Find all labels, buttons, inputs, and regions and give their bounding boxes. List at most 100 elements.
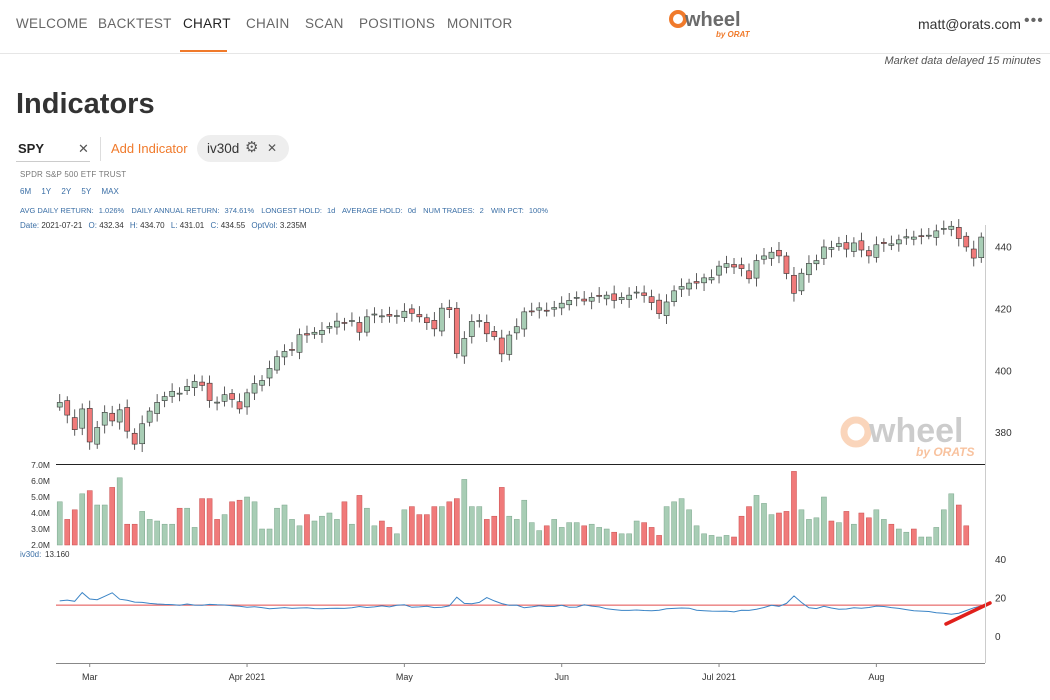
volume-bar (236, 499, 243, 546)
nav-chart[interactable]: CHART (183, 16, 231, 31)
volume-bar (738, 515, 745, 546)
nav-monitor[interactable]: MONITOR (447, 16, 513, 31)
candle (394, 315, 400, 317)
close-icon[interactable]: ✕ (267, 141, 278, 155)
nav-scan[interactable]: SCAN (305, 16, 344, 31)
gear-icon[interactable]: ⚙ (245, 139, 259, 156)
candle (221, 394, 228, 402)
volume-axis-label: 5.0M (31, 492, 50, 502)
candle (753, 260, 760, 279)
volume-bar (843, 511, 850, 546)
volume-bar (903, 531, 910, 546)
candle (206, 382, 213, 401)
watermark-byline: by ORATS (916, 445, 974, 459)
nav-welcome[interactable]: WELCOME (16, 16, 88, 31)
candle (881, 242, 887, 244)
candle (274, 356, 280, 371)
candle (251, 383, 258, 394)
volume-bar (761, 503, 767, 546)
candle (386, 314, 393, 317)
stat-label: AVERAGE HOLD: (341, 206, 403, 215)
volume-bar (199, 498, 205, 546)
candle (311, 331, 318, 335)
price-axis-label: 380 (995, 428, 1012, 439)
range-6m[interactable]: 6M (20, 187, 32, 196)
volume-bar (506, 515, 513, 546)
iv-axis-label: 40 (995, 555, 1007, 566)
candle (873, 244, 880, 258)
candle (955, 227, 962, 239)
volume-bar (461, 479, 468, 546)
volume-bar (131, 523, 138, 546)
volume-bar (281, 504, 288, 546)
date-label: Date: (20, 221, 40, 230)
volume-axis-label: 4.0M (31, 508, 50, 518)
nav-positions[interactable]: POSITIONS (359, 16, 436, 31)
volume-bar (528, 522, 535, 546)
candle (191, 381, 198, 388)
candle (71, 417, 78, 430)
candle (806, 263, 812, 276)
iv-value: 13.160 (45, 550, 70, 559)
volume-bar (933, 527, 940, 546)
more-dots-icon[interactable]: ••• (1024, 12, 1044, 29)
wheel-logo[interactable]: wheel by ORATS (668, 6, 750, 40)
ohlc-readout: Date: 2021-07-21 O: 432.34 H: 434.70 L: … (20, 221, 311, 230)
candle (581, 298, 588, 302)
volume-bar (581, 525, 587, 546)
candle (888, 243, 895, 246)
add-indicator-button[interactable]: Add Indicator (111, 141, 188, 156)
candle (656, 299, 662, 315)
candle (289, 349, 295, 351)
candle (940, 228, 947, 230)
candle (948, 225, 955, 230)
volume-bar (94, 504, 101, 546)
range-max[interactable]: MAX (101, 187, 119, 196)
candle (731, 264, 737, 268)
candle (334, 320, 340, 328)
candle (86, 408, 93, 443)
volume-bar (341, 501, 348, 546)
indicator-chip[interactable]: iv30d ⚙ ✕ (197, 135, 289, 162)
candle (798, 272, 805, 292)
volume-bar (663, 506, 670, 546)
candle (746, 270, 752, 280)
symbol-field: ✕ (16, 139, 90, 162)
candle (641, 292, 647, 296)
open-value: 432.34 (99, 221, 124, 230)
candle (109, 412, 116, 422)
candle (776, 249, 782, 257)
volume-bar (289, 519, 295, 546)
candle (611, 293, 617, 301)
candle (543, 309, 550, 312)
iv-axis-label: 0 (995, 632, 1001, 643)
price-axis-label: 400 (995, 366, 1012, 377)
candle (139, 423, 146, 445)
candle (963, 235, 970, 248)
user-email[interactable]: matt@orats.com (918, 16, 1021, 32)
close-icon[interactable]: ✕ (78, 141, 89, 156)
volume-bar (296, 525, 303, 546)
volume-bar (566, 522, 572, 546)
volume-bar (454, 498, 460, 546)
range-5y[interactable]: 5Y (81, 187, 92, 196)
nav-chain[interactable]: CHAIN (246, 16, 290, 31)
volume-bar (701, 533, 707, 546)
volume-bar (124, 523, 130, 546)
volume-bar (364, 507, 370, 546)
candle (401, 310, 408, 318)
range-1y[interactable]: 1Y (41, 187, 52, 196)
candle (791, 274, 797, 294)
volume-bar (543, 525, 550, 546)
volume-bar (483, 519, 490, 546)
x-axis-label: Aug (868, 672, 884, 682)
volume-bar (409, 506, 415, 546)
candle (446, 307, 453, 310)
volume-bar (513, 519, 520, 546)
candle (349, 320, 355, 322)
symbol-input[interactable] (18, 141, 73, 156)
nav-backtest[interactable]: BACKTEST (98, 16, 172, 31)
range-2y[interactable]: 2Y (61, 187, 72, 196)
candle (116, 409, 123, 423)
